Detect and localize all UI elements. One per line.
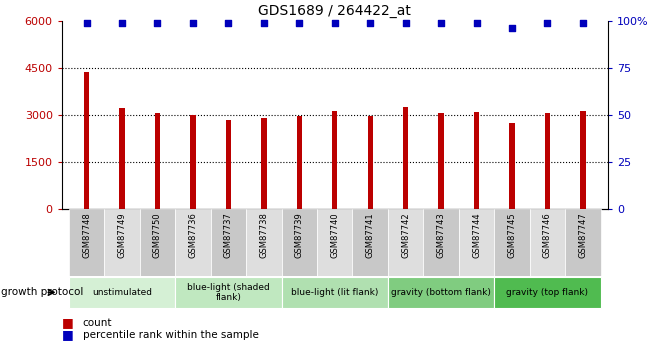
Text: GSM87738: GSM87738 (259, 212, 268, 258)
Text: GSM87749: GSM87749 (118, 212, 127, 258)
Text: growth protocol: growth protocol (1, 287, 84, 297)
Text: ■: ■ (62, 316, 73, 329)
Bar (84, 72, 89, 209)
Point (152, 20, 162, 25)
Bar (176, 209, 211, 276)
Point (188, 20, 198, 25)
Point (365, 20, 376, 25)
Point (542, 20, 552, 25)
Point (330, 20, 340, 25)
Point (294, 20, 304, 25)
Point (471, 20, 482, 25)
Bar (140, 209, 176, 276)
Text: GSM87743: GSM87743 (437, 212, 446, 258)
Text: gravity (top flank): gravity (top flank) (506, 288, 588, 297)
Bar (190, 115, 196, 209)
Bar (459, 209, 494, 276)
Bar (545, 112, 550, 209)
Bar (176, 277, 281, 308)
Bar (246, 209, 281, 276)
Text: GSM87746: GSM87746 (543, 212, 552, 258)
Bar (69, 209, 104, 276)
Text: GSM87739: GSM87739 (295, 212, 304, 258)
Bar (296, 116, 302, 209)
Bar (104, 209, 140, 276)
Text: GSM87747: GSM87747 (578, 212, 588, 258)
Point (117, 20, 127, 25)
Text: blue-light (lit flank): blue-light (lit flank) (291, 288, 378, 297)
Title: GDS1689 / 264422_at: GDS1689 / 264422_at (258, 4, 411, 18)
Text: GSM87740: GSM87740 (330, 212, 339, 258)
Text: GSM87744: GSM87744 (472, 212, 481, 258)
Bar (580, 111, 586, 209)
Bar (494, 209, 530, 276)
Text: GSM87742: GSM87742 (401, 212, 410, 258)
Bar (261, 118, 266, 209)
Point (223, 20, 233, 25)
Point (507, 26, 517, 31)
Text: percentile rank within the sample: percentile rank within the sample (83, 330, 259, 339)
Bar (403, 107, 408, 209)
Bar (388, 209, 423, 276)
Text: GSM87737: GSM87737 (224, 212, 233, 258)
Bar (494, 277, 601, 308)
Bar (332, 111, 337, 209)
Bar (352, 209, 388, 276)
Bar (317, 209, 352, 276)
Text: GSM87736: GSM87736 (188, 212, 198, 258)
Text: GSM87750: GSM87750 (153, 212, 162, 258)
Text: GSM87748: GSM87748 (82, 212, 91, 258)
Point (400, 20, 411, 25)
Bar (510, 124, 515, 209)
Bar (211, 209, 246, 276)
Bar (226, 120, 231, 209)
Text: unstimulated: unstimulated (92, 288, 152, 297)
Bar (69, 277, 176, 308)
Bar (530, 209, 566, 276)
Bar (423, 209, 459, 276)
Bar (281, 277, 388, 308)
Bar (388, 277, 494, 308)
Point (81, 20, 92, 25)
Point (578, 20, 588, 25)
Text: blue-light (shaded
flank): blue-light (shaded flank) (187, 283, 270, 302)
Text: count: count (83, 318, 112, 327)
Text: GSM87745: GSM87745 (508, 212, 517, 258)
Bar (566, 209, 601, 276)
Bar (155, 113, 160, 209)
Bar (439, 113, 444, 209)
Bar (474, 112, 479, 209)
Bar (367, 116, 373, 209)
Point (259, 20, 269, 25)
Text: ■: ■ (62, 328, 73, 341)
Point (436, 20, 447, 25)
Text: GSM87741: GSM87741 (366, 212, 374, 258)
Text: gravity (bottom flank): gravity (bottom flank) (391, 288, 491, 297)
Bar (120, 108, 125, 209)
Bar (281, 209, 317, 276)
